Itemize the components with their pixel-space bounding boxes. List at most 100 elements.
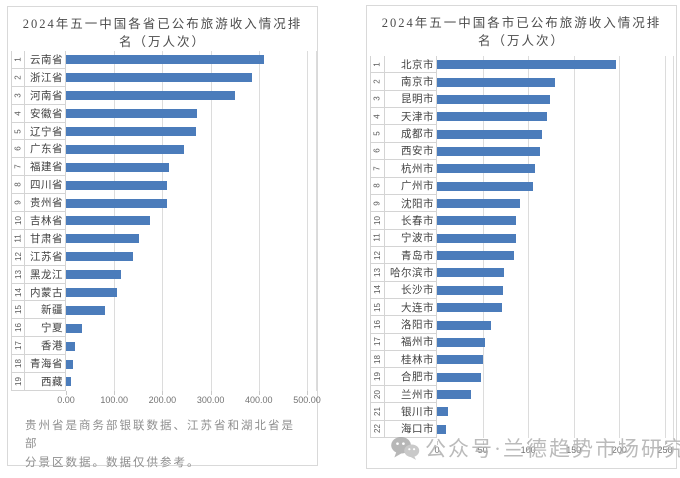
axis-tick-label: 0 (434, 445, 440, 455)
rank-label: 13 (373, 268, 382, 277)
axis-tick-label: 0.00 (57, 395, 75, 405)
bar-track (66, 230, 316, 248)
gridline (573, 56, 575, 438)
rank-cell: 17 (370, 333, 384, 352)
category-label: 合肥市 (384, 368, 437, 386)
rank-label: 21 (373, 406, 382, 416)
axis-tick-label: 100 (520, 445, 536, 455)
table-row: 9 贵州省 (11, 194, 316, 213)
category-label: 福建省 (24, 158, 66, 177)
footnote-line2: 分景区数据。数据仅供参考。 (25, 456, 201, 469)
category-label: 广东省 (24, 140, 66, 159)
rank-cell: 4 (370, 108, 384, 126)
rank-label: 11 (373, 233, 382, 242)
rank-label: 16 (373, 320, 382, 330)
rank-cell: 9 (11, 194, 24, 213)
table-row: 5 成都市 (370, 125, 673, 143)
bar-track (66, 284, 316, 302)
rank-label: 2 (372, 79, 382, 84)
category-label: 甘肃省 (24, 229, 66, 248)
table-row: 21 银川市 (370, 403, 673, 421)
bar-track (66, 69, 316, 87)
chart-rows: 1 云南省 2 浙江省 3 河南省 4 安徽省 5 辽宁省 6 广东省 7 福建省 8 四川省 9 贵州省 10 吉林… (11, 51, 317, 391)
bar-track (437, 125, 673, 142)
category-label: 银川市 (384, 403, 437, 421)
plot-area-right-border (673, 56, 674, 438)
category-label: 昆明市 (384, 90, 437, 109)
table-row: 6 西安市 (370, 142, 673, 161)
table-row: 13 黑龙江 (11, 265, 316, 284)
bar-track (66, 176, 316, 194)
rank-label: 7 (372, 166, 382, 171)
bar-track (66, 87, 316, 105)
bar (437, 390, 471, 399)
category-label: 洛阳市 (384, 316, 437, 334)
bar (66, 109, 198, 119)
bar (437, 146, 541, 156)
rank-cell: 2 (11, 68, 24, 87)
bar (437, 199, 520, 209)
category-label: 黑龙江 (24, 265, 66, 284)
rank-cell: 3 (370, 90, 384, 109)
gridline (665, 56, 666, 438)
rank-label: 2 (13, 75, 23, 80)
rank-cell: 18 (370, 351, 384, 369)
bar (66, 216, 151, 226)
table-row: 19 西藏 (11, 373, 316, 391)
rank-cell: 20 (370, 385, 384, 404)
category-label: 海口市 (384, 420, 437, 438)
bar-track (66, 158, 316, 176)
bar-track (437, 143, 673, 160)
x-axis: 0.00 100.00 200.00 300.00 400.00 500.00 (11, 391, 321, 407)
rank-label: 3 (13, 92, 23, 98)
gridline (210, 51, 212, 391)
table-row: 10 吉林省 (11, 212, 316, 230)
table-row: 1 云南省 (11, 51, 316, 69)
rank-label: 15 (373, 302, 382, 312)
category-label: 北京市 (384, 56, 437, 74)
rank-cell: 10 (370, 212, 384, 230)
table-row: 4 天津市 (370, 108, 673, 126)
rank-label: 4 (13, 110, 23, 116)
bar (437, 320, 491, 330)
table-row: 14 长沙市 (370, 281, 673, 300)
bar-track (437, 73, 673, 90)
category-label: 贵州省 (24, 194, 66, 213)
bar (437, 181, 533, 191)
bar-track (66, 123, 316, 141)
axis-tick-mark (619, 441, 621, 445)
table-row: 8 广州市 (370, 177, 673, 195)
bar-track (437, 299, 673, 316)
category-label: 成都市 (384, 125, 437, 143)
bar (437, 94, 551, 104)
table-row: 10 长春市 (370, 212, 673, 230)
category-label: 江苏省 (24, 247, 66, 266)
rank-label: 8 (372, 183, 382, 188)
bar (437, 216, 517, 226)
bar (437, 164, 535, 174)
bar-track (437, 108, 673, 125)
bar-track (437, 195, 673, 212)
rank-label: 4 (372, 114, 382, 119)
axis-tick-mark (482, 441, 484, 445)
table-row: 17 香港 (11, 337, 316, 356)
axis-tick-label: 200.00 (148, 395, 177, 405)
bar-track (437, 264, 673, 281)
bar (66, 127, 196, 136)
table-row: 17 福州市 (370, 333, 673, 352)
table-row: 20 兰州市 (370, 385, 673, 404)
bar (437, 129, 542, 139)
axis-tick-label: 200 (611, 445, 627, 455)
bar-track (66, 266, 316, 284)
rank-cell: 11 (11, 229, 24, 248)
bar-track (437, 230, 673, 247)
rank-label: 14 (13, 287, 23, 297)
category-label: 哈尔滨市 (384, 264, 437, 282)
rank-cell: 9 (370, 194, 384, 213)
bar (66, 305, 106, 315)
rank-cell: 1 (11, 51, 24, 69)
bar (66, 252, 134, 262)
category-label: 西安市 (384, 142, 437, 161)
gridline (162, 51, 164, 391)
bar-track (437, 91, 673, 108)
